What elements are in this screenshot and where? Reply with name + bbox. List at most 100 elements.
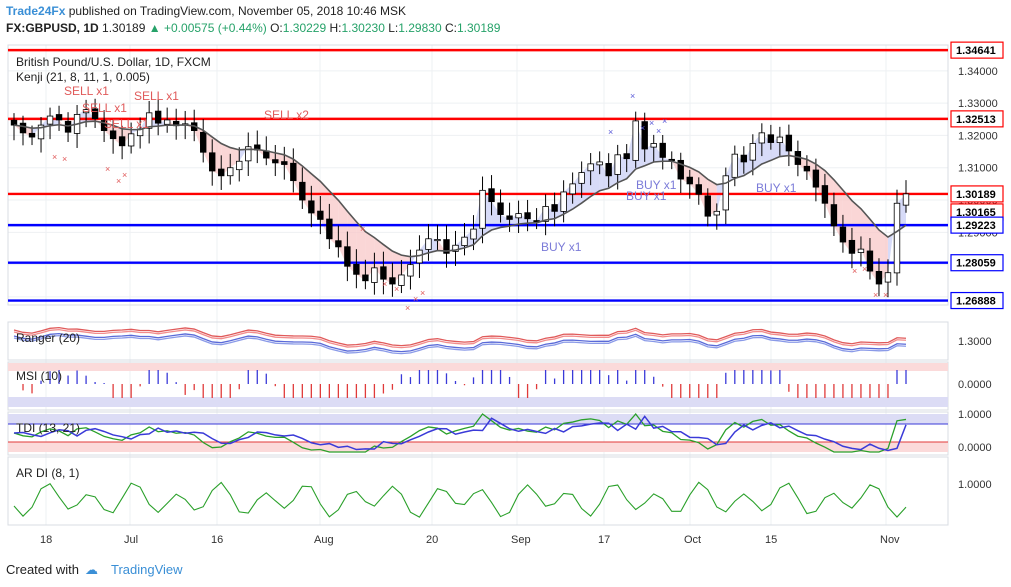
cloud-segment bbox=[401, 255, 411, 275]
candle-body bbox=[154, 110, 162, 124]
x-tick-label: 16 bbox=[211, 534, 223, 546]
candle-body bbox=[317, 210, 324, 220]
signal-marker: × bbox=[852, 266, 857, 276]
candle-body bbox=[785, 134, 793, 152]
candle-body bbox=[848, 239, 856, 254]
signal-marker: × bbox=[360, 224, 365, 234]
candle-body bbox=[515, 213, 522, 219]
candle-body bbox=[542, 206, 549, 222]
symbol: FX:GBPUSD, 1D bbox=[6, 21, 99, 35]
candle-body bbox=[46, 115, 54, 125]
high-value: 1.30230 bbox=[341, 21, 385, 35]
signal-marker: × bbox=[382, 279, 387, 289]
brand-link[interactable]: Trade24Fx bbox=[6, 4, 66, 18]
y-tick-label: 1.34000 bbox=[958, 66, 998, 78]
sub-tick-label: 0.0000 bbox=[958, 442, 992, 454]
candle-body bbox=[82, 109, 90, 114]
x-tick-label: Oct bbox=[684, 534, 701, 546]
candle-body bbox=[497, 202, 504, 215]
tdi-lower-band bbox=[8, 442, 948, 452]
signal-marker: × bbox=[656, 126, 661, 136]
created-with: Created with bbox=[6, 562, 79, 577]
sub-tick-label: 0.0000 bbox=[958, 379, 992, 391]
candle-body bbox=[686, 176, 693, 185]
candle-body bbox=[803, 165, 811, 172]
kenji-cloud bbox=[14, 109, 906, 285]
candle-body bbox=[866, 250, 874, 272]
candle-body bbox=[605, 163, 612, 177]
kenji-path bbox=[13, 120, 907, 258]
panel-frame bbox=[7, 321, 949, 361]
signal-marker: × bbox=[122, 170, 127, 180]
candle-body bbox=[326, 218, 333, 240]
tdi-legend: TDI (13, 21) bbox=[16, 421, 80, 435]
signal-marker: × bbox=[116, 176, 121, 186]
cloud-segment bbox=[491, 201, 501, 231]
x-tick-label: 20 bbox=[426, 534, 438, 546]
signal-marker: × bbox=[62, 154, 67, 164]
signal-marker: × bbox=[649, 118, 654, 128]
price-axis: 1.340001.330001.320001.310001.300001.290… bbox=[950, 41, 1004, 491]
candle-body bbox=[299, 181, 306, 201]
candle-body bbox=[37, 124, 45, 140]
candle-body bbox=[587, 163, 594, 172]
publish-header: Trade24Fx published on TradingView.com, … bbox=[6, 4, 406, 18]
sub-tick-label: 1.0000 bbox=[958, 479, 992, 491]
candle-body bbox=[758, 132, 766, 144]
high-label: H: bbox=[329, 21, 342, 35]
panel-frame bbox=[7, 44, 949, 306]
close-label: C: bbox=[444, 21, 457, 35]
signal-label: SELL x1 bbox=[64, 84, 109, 98]
x-tick-label: Aug bbox=[314, 534, 334, 546]
price-tag-box bbox=[950, 185, 1004, 203]
candle-body bbox=[118, 136, 126, 147]
candle-body bbox=[371, 267, 378, 283]
cloud-segment bbox=[446, 245, 456, 254]
candle-body bbox=[281, 161, 288, 165]
signal-label: SELL x2 bbox=[264, 108, 309, 122]
horizontal-levels bbox=[8, 48, 948, 302]
signal-annotations: SELL x1 SELL x1 SELL x1 SELL x1 SELL x2 BUY x… bbox=[52, 84, 888, 313]
candle-body bbox=[452, 244, 459, 252]
candle-body bbox=[722, 175, 729, 211]
y-tick-label: 1.33000 bbox=[958, 98, 998, 110]
signal-marker: × bbox=[883, 290, 888, 300]
cloud-icon: ☁ bbox=[84, 562, 98, 577]
quote-header: FX:GBPUSD, 1D 1.30189 ▲ +0.00575 (+0.44%… bbox=[6, 21, 500, 35]
candle-body bbox=[245, 146, 252, 162]
candle-body bbox=[893, 202, 901, 274]
sub-panels bbox=[8, 326, 948, 518]
tradingview-link[interactable]: TradingView bbox=[110, 562, 183, 577]
candle-body bbox=[524, 212, 531, 220]
chart-title: British Pound/U.S. Dollar, 1D, FXCM bbox=[16, 55, 211, 69]
candle-body bbox=[335, 240, 342, 248]
candle-body bbox=[839, 226, 847, 243]
candle-body bbox=[650, 143, 657, 148]
candle-body bbox=[10, 119, 18, 126]
candle-body bbox=[857, 248, 865, 253]
x-tick-label: 18 bbox=[40, 534, 52, 546]
tdi-signal bbox=[13, 412, 907, 453]
candle-body bbox=[163, 119, 171, 125]
tdi-line bbox=[13, 415, 907, 452]
candle-body bbox=[578, 172, 585, 184]
candle-body bbox=[362, 274, 369, 282]
candle-body bbox=[632, 120, 639, 161]
candle-body bbox=[308, 200, 315, 214]
candle-body bbox=[731, 153, 739, 178]
price-tag-box bbox=[950, 41, 1004, 59]
price-tag-label: 1.26888 bbox=[956, 296, 996, 308]
candle-body bbox=[227, 167, 234, 177]
candle-body bbox=[488, 188, 495, 203]
candle-body bbox=[91, 108, 99, 120]
candle-body bbox=[479, 189, 486, 229]
grid bbox=[7, 44, 949, 526]
price-tag-label: 1.32513 bbox=[956, 114, 996, 126]
price-tag-box bbox=[950, 291, 1004, 310]
msi-lower-band bbox=[8, 397, 948, 407]
y-tick-label: 1.31000 bbox=[958, 163, 998, 175]
ranger-line bbox=[13, 334, 907, 355]
x-tick-label: 17 bbox=[598, 534, 610, 546]
x-tick-label: Jul bbox=[124, 534, 138, 546]
